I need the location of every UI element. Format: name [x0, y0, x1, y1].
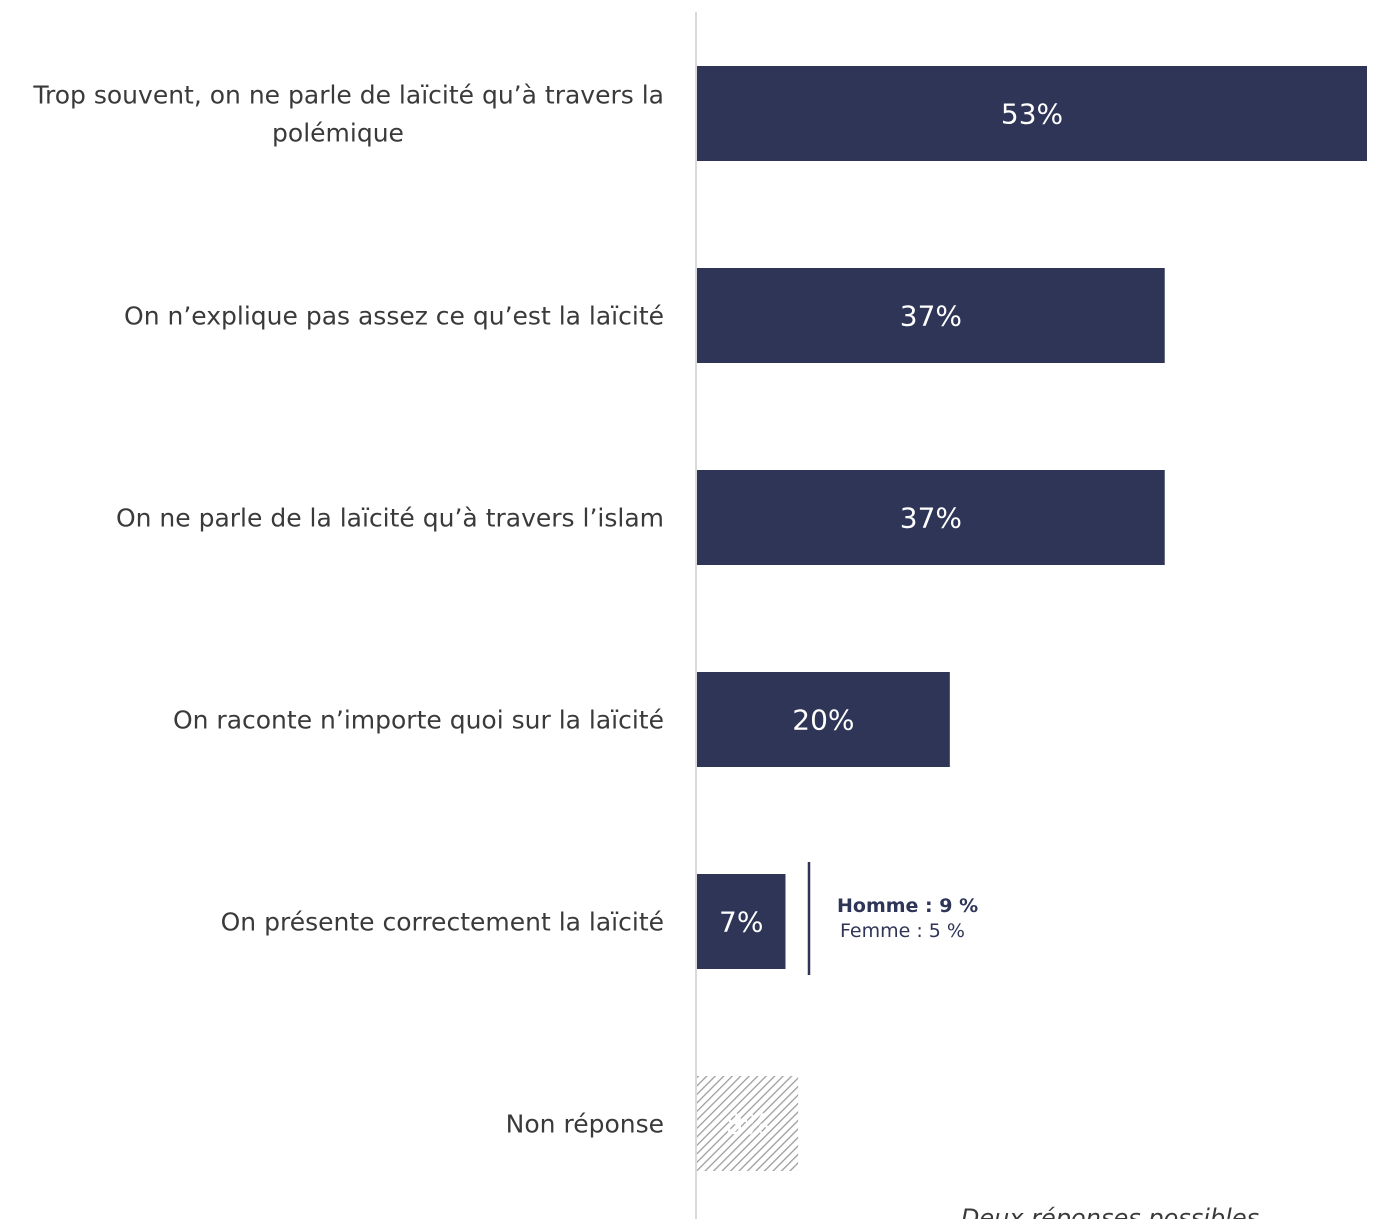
- category-label: Trop souvent, on ne parle de laïcité qu’…: [32, 81, 664, 148]
- value-label: 53%: [1001, 98, 1063, 131]
- gender-annotation: Homme : 9 % Femme : 5 %: [809, 862, 978, 975]
- value-label: 37%: [900, 502, 962, 535]
- value-label: 7%: [719, 906, 763, 939]
- category-label: On présente correctement la laïcité: [221, 908, 664, 937]
- category-label: On raconte n’importe quoi sur la laïcité: [173, 706, 664, 735]
- category-label: On n’explique pas assez ce qu’est la laï…: [124, 302, 664, 331]
- footnote: Deux réponses possibles: [961, 1204, 1259, 1219]
- category-label: Non réponse: [506, 1110, 664, 1139]
- category-label: On ne parle de la laïcité qu’à travers l…: [116, 504, 664, 533]
- value-label: 8%: [725, 1108, 769, 1141]
- annotation-men: Homme : 9 %: [837, 895, 978, 917]
- value-label: 37%: [900, 300, 962, 333]
- value-label: 20%: [792, 704, 854, 737]
- annotation-women: Femme : 5 %: [840, 920, 965, 942]
- bars-layer: 53% Trop souvent, on ne parle de laïcité …: [32, 66, 1367, 1171]
